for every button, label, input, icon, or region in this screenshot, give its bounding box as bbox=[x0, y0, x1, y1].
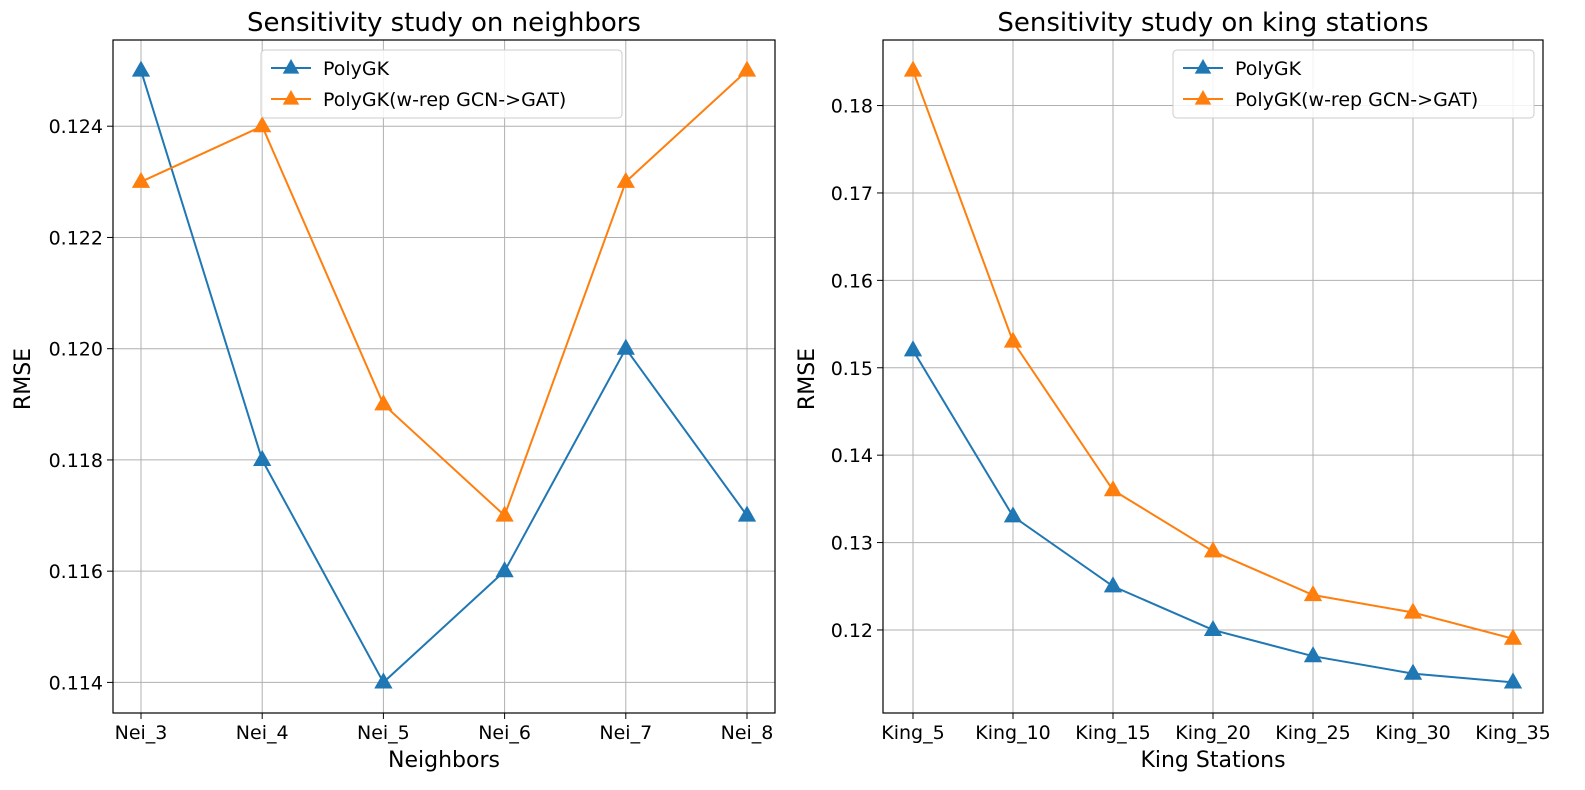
series-PolyGK(w-rep GCN->GAT) bbox=[131, 60, 757, 522]
y-tick-label: 0.116 bbox=[49, 561, 103, 583]
data-point bbox=[1103, 480, 1123, 497]
chart-title: Sensitivity study on neighbors bbox=[247, 8, 641, 38]
data-point bbox=[374, 394, 393, 411]
series-PolyGK bbox=[131, 60, 757, 689]
x-tick-label: King_35 bbox=[1475, 722, 1551, 744]
legend-marker bbox=[1194, 90, 1212, 105]
y-tick-label: 0.18 bbox=[831, 96, 873, 118]
y-axis-label: RMSE bbox=[795, 348, 820, 410]
y-tick-label: 0.15 bbox=[831, 358, 873, 380]
data-point bbox=[1203, 619, 1223, 637]
x-axis-label: King Stations bbox=[1140, 748, 1285, 773]
grid bbox=[113, 40, 775, 713]
data-point bbox=[495, 561, 514, 578]
y-tick-label: 0.114 bbox=[49, 672, 103, 694]
x-axis-label: Neighbors bbox=[388, 748, 500, 773]
y-tick-label: 0.12 bbox=[831, 620, 873, 642]
x-tick-label: King_30 bbox=[1375, 722, 1451, 744]
legend-label: PolyGK bbox=[323, 58, 390, 80]
data-point bbox=[1303, 584, 1323, 602]
x-tick-label: Nei_4 bbox=[236, 722, 289, 744]
data-point bbox=[1003, 506, 1023, 523]
data-point bbox=[903, 60, 923, 77]
data-point bbox=[1303, 646, 1323, 663]
y-tick-label: 0.16 bbox=[831, 270, 873, 292]
x-tick-label: Nei_6 bbox=[478, 722, 531, 744]
series-line bbox=[140, 70, 748, 685]
ticks: Nei_3 Nei_4 Nei_5 Nei_6 Nei_7 Nei_8 0.114 0.116… bbox=[49, 116, 774, 744]
data-point bbox=[1203, 541, 1223, 558]
legend: PolyGK PolyGK(w-rep GCN->GAT) bbox=[1172, 49, 1535, 119]
data-point bbox=[253, 116, 272, 133]
series-PolyGK(w-rep GCN->GAT) bbox=[903, 60, 1523, 645]
legend-label: PolyGK bbox=[1235, 58, 1302, 80]
data-point bbox=[903, 340, 923, 357]
data-point bbox=[495, 505, 514, 522]
y-tick-label: 0.124 bbox=[49, 116, 103, 138]
x-tick-label: King_20 bbox=[1175, 722, 1251, 744]
x-tick-label: Nei_3 bbox=[115, 722, 168, 744]
data-point bbox=[1003, 331, 1023, 348]
data-point bbox=[1403, 602, 1423, 619]
x-tick-label: Nei_8 bbox=[721, 722, 774, 744]
legend-marker bbox=[282, 90, 300, 105]
y-tick-label: 0.17 bbox=[831, 183, 873, 205]
grid bbox=[883, 40, 1543, 713]
legend-label: PolyGK(w-rep GCN->GAT) bbox=[323, 89, 566, 111]
y-tick-label: 0.118 bbox=[49, 450, 103, 472]
legend: PolyGK PolyGK(w-rep GCN->GAT) bbox=[260, 49, 623, 119]
king-stations-chart-panel: Sensitivity study on king stations RMSE … bbox=[795, 8, 1551, 773]
y-axis-label: RMSE bbox=[11, 348, 36, 410]
chart-title: Sensitivity study on king stations bbox=[997, 8, 1428, 38]
data-point bbox=[253, 449, 272, 467]
data-point bbox=[374, 672, 393, 689]
legend-label: PolyGK(w-rep GCN->GAT) bbox=[1235, 89, 1478, 111]
data-point bbox=[131, 60, 151, 77]
x-tick-label: Nei_5 bbox=[357, 722, 410, 744]
neighbors-chart-panel: Sensitivity study on neighbors RMSE Neig… bbox=[11, 8, 776, 773]
y-tick-label: 0.120 bbox=[49, 339, 103, 361]
series-line bbox=[140, 69, 748, 518]
data-point bbox=[1103, 576, 1123, 593]
legend-box bbox=[260, 49, 623, 119]
data-point bbox=[737, 505, 757, 522]
y-tick-label: 0.122 bbox=[49, 227, 103, 249]
x-tick-label: King_25 bbox=[1275, 722, 1351, 744]
x-tick-label: King_10 bbox=[975, 722, 1051, 744]
y-tick-label: 0.14 bbox=[831, 445, 873, 467]
data-point bbox=[131, 171, 151, 188]
data-point bbox=[616, 338, 635, 355]
x-tick-label: Nei_7 bbox=[599, 722, 652, 744]
x-tick-label: King_15 bbox=[1075, 722, 1151, 744]
legend-marker bbox=[1194, 59, 1212, 74]
y-tick-label: 0.13 bbox=[831, 533, 873, 555]
data-point bbox=[1503, 672, 1523, 689]
legend-box bbox=[1172, 49, 1535, 119]
data-point bbox=[1403, 663, 1423, 680]
data-point bbox=[1503, 628, 1523, 645]
data-point bbox=[616, 171, 635, 188]
plot-frame bbox=[112, 39, 776, 714]
data-point bbox=[737, 60, 757, 77]
legend-marker bbox=[282, 59, 300, 74]
x-tick-label: King_5 bbox=[881, 722, 944, 744]
ticks: King_5 King_10 King_15 King_20 King_25 King_3… bbox=[831, 96, 1551, 744]
series-PolyGK bbox=[903, 340, 1523, 689]
